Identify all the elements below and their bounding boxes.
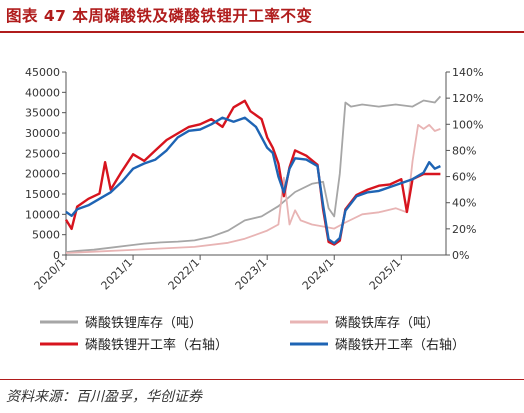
right-tick-label: 140% — [452, 66, 483, 79]
legend-label: 磷酸铁锂开工率（右轴） — [85, 337, 228, 353]
series-line-1 — [65, 124, 441, 254]
right-tick-label: 60% — [452, 171, 476, 184]
chart-lines — [64, 95, 442, 254]
right-tick-label: 80% — [452, 144, 476, 157]
x-tick-label: 2022/1 — [166, 256, 203, 293]
title-rule — [0, 31, 524, 33]
left-tick-label: 45000 — [25, 66, 60, 79]
left-tick-label: 15000 — [25, 188, 60, 201]
x-tick-label: 2020/1 — [32, 256, 69, 293]
right-tick-label: 0% — [452, 249, 469, 262]
legend-label: 磷酸铁开工率（右轴） — [335, 337, 465, 353]
source-note: 资料来源：百川盈孚，华创证券 — [6, 389, 202, 405]
left-tick-label: 40000 — [25, 86, 60, 99]
x-tick-label: 2025/1 — [367, 256, 404, 293]
right-tick-label: 40% — [452, 197, 476, 210]
left-tick-label: 0 — [53, 249, 60, 262]
legend-label: 磷酸铁锂库存（吨） — [85, 315, 202, 331]
right-tick-label: 20% — [452, 223, 476, 236]
series-line-2 — [64, 99, 441, 246]
right-tick-label: 100% — [452, 118, 483, 131]
x-tick-label: 2024/1 — [300, 256, 337, 293]
chart: 0 5000 10000 15000 20000 25000 30000 35000 40000… — [25, 66, 483, 353]
left-tick-label: 5000 — [32, 229, 60, 242]
left-tick-label: 10000 — [25, 208, 60, 221]
x-tick-label: 2023/1 — [233, 256, 270, 293]
series-line-0 — [65, 95, 442, 254]
footer-rule — [0, 379, 524, 380]
left-tick-label: 35000 — [25, 107, 60, 120]
left-tick-label: 30000 — [25, 127, 60, 140]
left-tick-label: 25000 — [25, 147, 60, 160]
series-line-3 — [65, 116, 441, 245]
x-tick-label: 2021/1 — [99, 256, 136, 293]
chart-legend: 磷酸铁锂库存（吨） 磷酸铁库存（吨） 磷酸铁锂开工率（右轴） 磷酸铁开工率（右轴） — [40, 315, 465, 353]
left-tick-label: 20000 — [25, 168, 60, 181]
right-tick-label: 120% — [452, 92, 483, 105]
legend-label: 磷酸铁库存（吨） — [335, 315, 439, 331]
chart-title: 图表 47 本周磷酸铁及磷酸铁锂开工率不变 — [6, 7, 313, 25]
